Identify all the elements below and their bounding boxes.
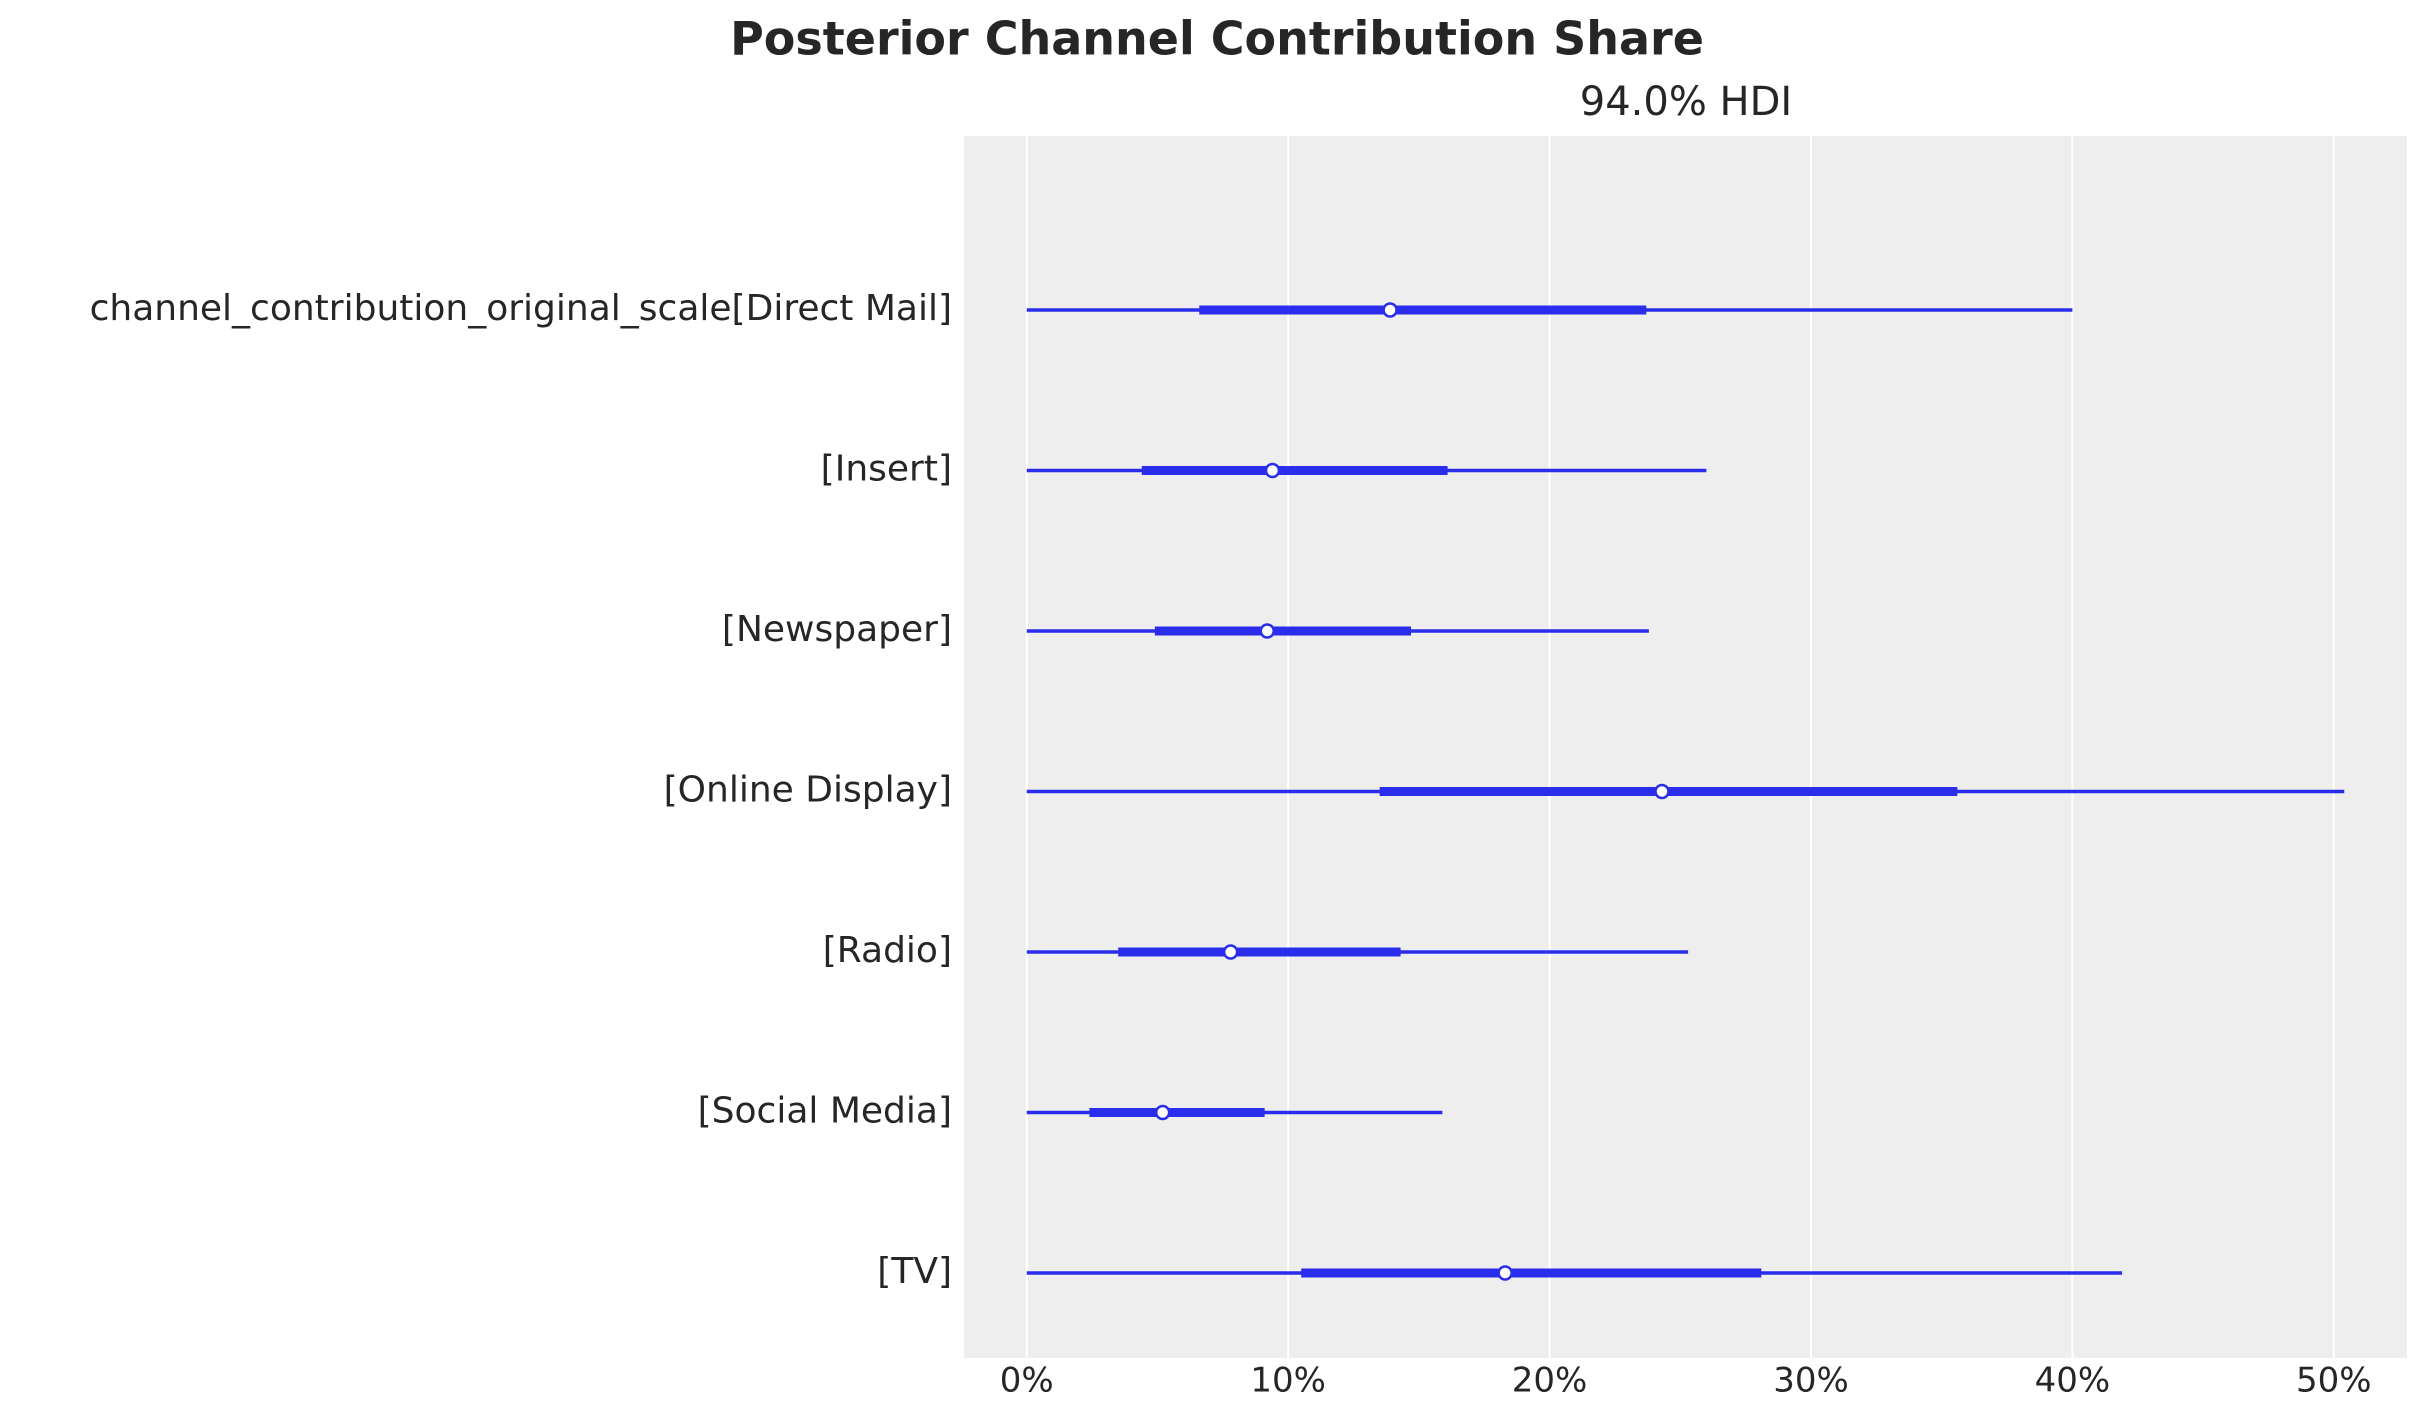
x-tick-label: 40% [2035, 1361, 2111, 1401]
plot-area [964, 136, 2407, 1358]
x-tick-label: 0% [1000, 1361, 1054, 1401]
y-tick-label: [Radio] [823, 930, 952, 971]
y-tick-label: [Insert] [821, 449, 952, 490]
median-point [1222, 944, 1239, 960]
y-tick-label: [Social Media] [698, 1091, 952, 1132]
y-tick-label: [TV] [877, 1251, 952, 1292]
x-tick-label: 50% [2296, 1361, 2372, 1401]
y-tick-label: channel_contribution_original_scale[Dire… [90, 288, 952, 329]
x-tick-label: 10% [1250, 1361, 1326, 1401]
median-point [1154, 1104, 1171, 1121]
y-tick-label: [Online Display] [664, 770, 952, 811]
x-tick-label: 30% [1773, 1361, 1849, 1401]
median-point [1382, 302, 1398, 318]
chart-subtitle: 94.0% HDI [1580, 79, 1792, 125]
y-tick-label: [Newspaper] [722, 609, 952, 650]
x-tick-label: 20% [1512, 1361, 1588, 1401]
median-point [1497, 1265, 1513, 1281]
median-point [1654, 783, 1670, 800]
chart-title: Posterior Channel Contribution Share [730, 12, 1704, 66]
median-point [1259, 623, 1275, 639]
median-point [1264, 462, 1281, 479]
